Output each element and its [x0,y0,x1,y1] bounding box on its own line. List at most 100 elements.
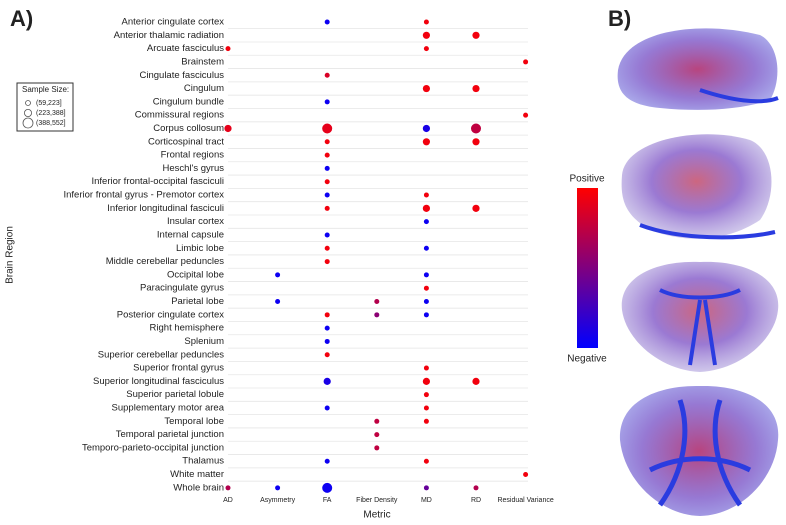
x-tick-label: FA [323,497,332,504]
dot [423,418,429,424]
y-tick-label: Inferior longitudinal fasciculi [107,203,224,214]
y-tick-label: Thalamus [182,456,224,467]
dot [423,485,429,491]
color-legend-label: Negative [567,354,607,365]
dot [324,325,330,331]
dot [275,485,281,491]
color-legend-label: Positive [569,174,604,185]
panel-label: B) [608,6,631,31]
size-legend-label: (59,223] [36,100,62,107]
y-tick-label: Supplementary motor area [112,403,225,414]
dot [423,192,429,198]
dot [423,285,429,291]
dot [324,152,330,158]
dot [423,46,429,52]
dot [225,46,231,52]
dot [324,312,330,318]
dot [324,165,330,171]
size-legend-box [16,82,74,132]
dot [324,245,330,251]
y-tick-label: Brainstem [181,56,224,67]
y-tick-label: Cingulum [184,83,224,94]
dot [323,377,331,385]
y-tick-label: Inferior frontal gyrus - Premotor cortex [64,190,225,201]
y-tick-label: Temporo-parieto-occipital junction [82,442,224,453]
dot [324,19,330,25]
panel-label: A) [10,6,33,31]
y-tick-label: Right hemisphere [150,323,224,334]
y-tick-label: Temporal parietal junction [116,429,224,440]
dot [423,312,429,318]
y-tick-label: Temporal lobe [164,416,224,427]
y-tick-label: Parietal lobe [171,296,224,307]
dot [422,204,430,212]
dot [423,299,429,305]
dot [322,123,333,134]
dot [523,472,529,478]
dot [423,272,429,278]
y-tick-label: Superior cerebellar peduncles [98,349,224,360]
dot [324,458,330,464]
dot [473,485,479,491]
brain-sagittal [617,28,778,110]
y-tick-label: Commissural regions [135,110,224,121]
dot [374,312,380,318]
dot [225,485,231,491]
dot [471,123,481,134]
y-tick-label: Limbic lobe [176,243,224,254]
y-tick-label: Splenium [184,336,224,347]
size-legend-label: (223,388] [36,110,66,117]
y-tick-label: Arcuate fasciculus [147,43,224,54]
y-tick-label: Anterior cingulate cortex [122,17,225,28]
dot [472,204,480,212]
y-tick-label: Posterior cingulate cortex [117,309,224,320]
dot [322,482,333,493]
dot [324,139,330,145]
dot [422,84,430,93]
brain-images [617,28,779,516]
dot [472,31,480,39]
dot [324,205,330,211]
dot [422,138,430,146]
dot [423,19,429,25]
dot [324,179,330,185]
dot [423,365,429,371]
y-tick-label: Inferior frontal-occipital fasciculi [91,176,224,187]
x-tick-label: RD [471,497,481,504]
dot [324,99,330,105]
dot [472,84,480,93]
x-tick-label: AD [223,497,233,504]
dot [472,138,480,146]
dot [422,124,430,133]
dot [324,259,330,265]
dot [422,377,430,385]
y-tick-label: Superior frontal gyrus [133,363,224,374]
dot [374,445,380,451]
brain-tract [639,223,776,240]
y-tick-label: Superior longitudinal fasciculus [93,376,224,387]
dot [275,299,281,305]
dot [374,432,380,438]
size-legend-symbol [22,117,34,129]
y-tick-label: Corticospinal tract [148,136,224,147]
dot [275,272,281,278]
y-tick-label: Cingulate fasciculus [140,70,225,81]
x-axis-title: Metric [363,510,390,521]
y-tick-label: Cingulum bundle [153,96,224,107]
dot [423,245,429,251]
y-tick-label: Paracingulate gyrus [140,283,224,294]
x-tick-label: Asymmetry [260,497,296,504]
dot [374,418,380,424]
brain-axial [619,385,779,516]
brain-tract [648,399,752,507]
dot [523,112,529,118]
y-axis-title: Brain Region [5,226,16,284]
y-tick-label: Superior parietal lobule [126,389,224,400]
y-tick-label: Heschl's gyrus [163,163,225,174]
y-tick-label: Frontal regions [161,150,225,161]
dot [423,458,429,464]
x-tick-label: Residual Variance [497,497,553,504]
dot [224,124,232,133]
y-tick-label: Corpus collosum [153,123,224,134]
